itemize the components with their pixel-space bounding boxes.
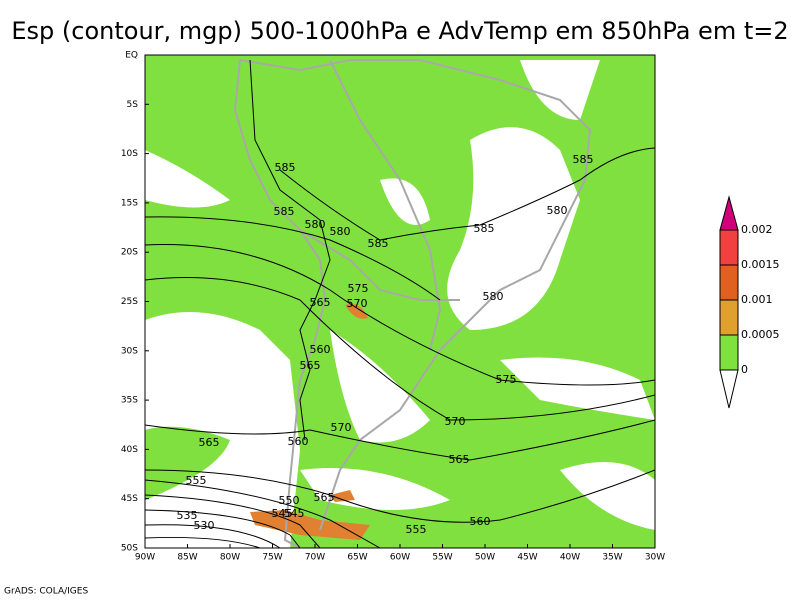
contour-label: 570 — [445, 415, 466, 428]
contour-label: 585 — [474, 222, 495, 235]
contour-label: 585 — [573, 153, 594, 166]
colorbar-bin — [719, 334, 739, 371]
contour-label: 565 — [199, 436, 220, 449]
contour-label: 585 — [275, 161, 296, 174]
contour-label: 580 — [305, 218, 326, 231]
lat-label: 10S — [121, 149, 138, 159]
contour-label: 565 — [314, 491, 335, 504]
colorbar-bottom — [719, 369, 739, 409]
lat-label: 35S — [121, 396, 138, 406]
colorbar — [719, 195, 739, 409]
lon-label: 45W — [517, 553, 537, 563]
contour-label: 560 — [470, 515, 491, 528]
lon-label: 40W — [560, 553, 580, 563]
contour-label: 575 — [348, 282, 369, 295]
title: Esp (contour, mgp) 500-1000hPa e AdvTemp… — [11, 17, 788, 45]
lat-label: 25S — [121, 297, 138, 307]
colorbar-label: 0 — [741, 363, 748, 376]
contour-label: 585 — [274, 205, 295, 218]
lon-label: 85W — [177, 553, 197, 563]
contour-label: 575 — [496, 373, 517, 386]
colorbar-bin — [719, 299, 739, 336]
colorbar-bin — [719, 229, 739, 266]
lat-label: 45S — [121, 494, 138, 504]
contour-label: 565 — [310, 296, 331, 309]
contour-label: 535 — [177, 509, 198, 522]
lon-label: 80W — [220, 553, 240, 563]
coastlines — [233, 59, 592, 548]
lat-label: 15S — [121, 198, 138, 208]
lat-label: 5S — [127, 100, 139, 110]
contour-label: 550 — [279, 494, 300, 507]
colorbar-top — [719, 195, 739, 231]
warm-advection — [250, 303, 370, 540]
lat-label: 40S — [121, 445, 138, 455]
lat-label: 50S — [121, 544, 138, 554]
lon-label: 65W — [347, 553, 367, 563]
contour-label: 560 — [310, 343, 331, 356]
map-field — [145, 55, 655, 548]
contour-label: 570 — [331, 421, 352, 434]
lat-label: 30S — [121, 346, 138, 356]
contour-label: 585 — [368, 237, 389, 250]
contour-label: 555 — [186, 474, 207, 487]
contour-label: 580 — [330, 225, 351, 238]
contour-label: 565 — [449, 453, 470, 466]
footer: GrADS: COLA/IGES — [4, 587, 88, 597]
lon-label: 50W — [475, 553, 495, 563]
contour-label: 580 — [483, 290, 504, 303]
lon-label: 55W — [432, 553, 452, 563]
colorbar-bin — [719, 264, 739, 301]
lon-label: 60W — [390, 553, 410, 563]
colorbar-label: 0.0015 — [741, 258, 780, 271]
contour-label: 545 — [284, 507, 305, 520]
lon-label: 35W — [602, 553, 622, 563]
lon-label: 70W — [305, 553, 325, 563]
lat-label: 20S — [121, 248, 138, 258]
contour-label: 545 — [272, 507, 293, 520]
lon-label: 75W — [262, 553, 282, 563]
contour-label: 560 — [288, 435, 309, 448]
contour-label: 555 — [406, 523, 427, 536]
colorbar-label: 0.0005 — [741, 328, 780, 341]
contour-label: 580 — [547, 204, 568, 217]
lon-label: 30W — [645, 553, 665, 563]
contour-label: 570 — [347, 297, 368, 310]
lon-label: 90W — [135, 553, 155, 563]
colorbar-label: 0.001 — [741, 293, 773, 306]
colorbar-label: 0.002 — [741, 223, 773, 236]
contours — [145, 59, 655, 548]
lat-label: EQ — [125, 51, 138, 61]
contour-label: 530 — [194, 519, 215, 532]
contour-label: 565 — [300, 359, 321, 372]
